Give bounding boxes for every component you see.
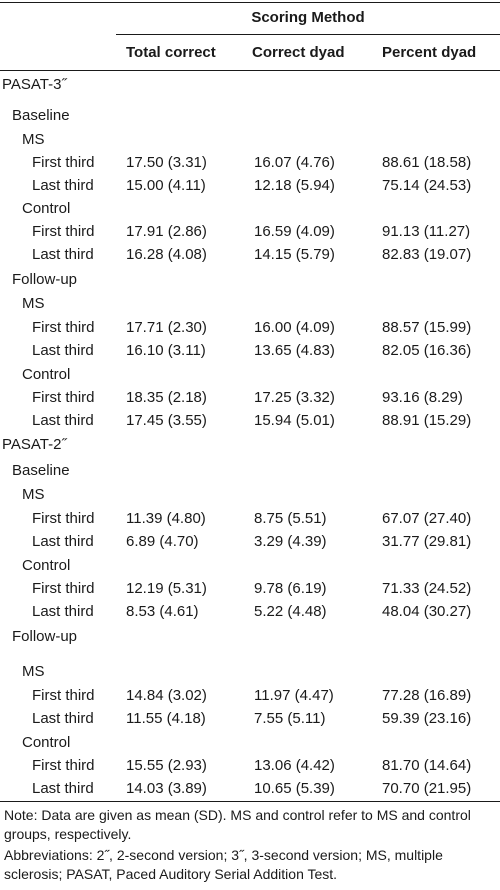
table-cell: 10.65 (5.39) <box>254 780 335 797</box>
table-cell: 13.65 (4.83) <box>254 342 335 359</box>
table-cell: 17.50 (3.31) <box>126 154 207 171</box>
group-label: Control <box>22 557 71 574</box>
group-label: Control <box>22 200 71 217</box>
group-label: MS <box>22 295 45 312</box>
table-cell: 81.70 (14.64) <box>382 757 472 774</box>
group-label: Baseline <box>12 462 70 479</box>
table-cell: 17.45 (3.55) <box>126 412 207 429</box>
table-cell: 14.15 (5.79) <box>254 246 335 263</box>
spanner-rule <box>116 34 500 35</box>
header-rule <box>0 70 500 71</box>
row-label: First third <box>32 510 95 527</box>
table-cell: 7.55 (5.11) <box>254 710 326 727</box>
row-label: First third <box>32 580 95 597</box>
group-label: Control <box>22 366 71 383</box>
table-cell: 67.07 (27.40) <box>382 510 472 527</box>
table-cell: 17.91 (2.86) <box>126 223 207 240</box>
table-cell: 17.71 (2.30) <box>126 319 207 336</box>
row-label: First third <box>32 687 95 704</box>
row-label: First third <box>32 154 95 171</box>
table-cell: 8.75 (5.51) <box>254 510 327 527</box>
row-label: Last third <box>32 342 94 359</box>
row-label: Last third <box>32 533 94 550</box>
table-cell: 70.70 (21.95) <box>382 780 472 797</box>
table-cell: 82.05 (16.36) <box>382 342 472 359</box>
table-cell: 8.53 (4.61) <box>126 603 199 620</box>
scoring-method-header: Scoring Method <box>251 9 365 26</box>
row-label: Last third <box>32 710 94 727</box>
table-cell: 88.91 (15.29) <box>382 412 472 429</box>
bottom-rule <box>0 801 500 802</box>
column-header-total-correct: Total correct <box>126 44 216 61</box>
group-label: PASAT-2˝ <box>2 436 67 453</box>
table-cell: 48.04 (30.27) <box>382 603 472 620</box>
table-cell: 18.35 (2.18) <box>126 389 207 406</box>
table-cell: 16.28 (4.08) <box>126 246 207 263</box>
table-cell: 16.10 (3.11) <box>126 342 206 359</box>
table-cell: 14.03 (3.89) <box>126 780 207 797</box>
group-label: Control <box>22 734 71 751</box>
row-label: First third <box>32 389 95 406</box>
table-note: Note: Data are given as mean (SD). MS an… <box>4 807 471 842</box>
table-cell: 6.89 (4.70) <box>126 533 199 550</box>
group-label: Follow-up <box>12 271 78 288</box>
table-cell: 17.25 (3.32) <box>254 389 335 406</box>
group-label: Follow-up <box>12 628 78 645</box>
table-cell: 9.78 (6.19) <box>254 580 327 597</box>
table-cell: 11.97 (4.47) <box>254 687 334 704</box>
table-cell: 14.84 (3.02) <box>126 687 207 704</box>
table-cell: 11.39 (4.80) <box>126 510 206 527</box>
row-label: Last third <box>32 177 94 194</box>
table-cell: 16.59 (4.09) <box>254 223 335 240</box>
table-cell: 77.28 (16.89) <box>382 687 472 704</box>
table-abbreviations: Abbreviations: 2˝, 2-second version; 3˝,… <box>4 847 443 882</box>
group-label: PASAT-3˝ <box>2 76 67 93</box>
table-cell: 15.55 (2.93) <box>126 757 207 774</box>
table-cell: 16.00 (4.09) <box>254 319 335 336</box>
row-label: Last third <box>32 603 94 620</box>
table-cell: 59.39 (23.16) <box>382 710 472 727</box>
table-cell: 88.61 (18.58) <box>382 154 472 171</box>
table-cell: 12.19 (5.31) <box>126 580 207 597</box>
table-cell: 75.14 (24.53) <box>382 177 472 194</box>
table-cell: 71.33 (24.52) <box>382 580 472 597</box>
group-label: MS <box>22 663 45 680</box>
table-cell: 11.55 (4.18) <box>126 710 206 727</box>
group-label: Baseline <box>12 107 70 124</box>
table-cell: 88.57 (15.99) <box>382 319 472 336</box>
column-header-percent-dyad: Percent dyad <box>382 44 477 61</box>
table-cell: 13.06 (4.42) <box>254 757 335 774</box>
group-label: MS <box>22 486 45 503</box>
row-label: Last third <box>32 246 94 263</box>
row-label: Last third <box>32 412 94 429</box>
table-cell: 91.13 (11.27) <box>382 223 471 240</box>
column-header-correct-dyad: Correct dyad <box>252 44 345 61</box>
row-label: First third <box>32 757 95 774</box>
table-cell: 12.18 (5.94) <box>254 177 335 194</box>
table-cell: 93.16 (8.29) <box>382 389 463 406</box>
top-rule <box>0 2 500 3</box>
table-cell: 15.00 (4.11) <box>126 177 206 194</box>
table-cell: 16.07 (4.76) <box>254 154 335 171</box>
table-cell: 82.83 (19.07) <box>382 246 472 263</box>
table-cell: 31.77 (29.81) <box>382 533 472 550</box>
table-cell: 3.29 (4.39) <box>254 533 327 550</box>
group-label: MS <box>22 131 45 148</box>
table-cell: 15.94 (5.01) <box>254 412 335 429</box>
row-label: First third <box>32 319 95 336</box>
table-cell: 5.22 (4.48) <box>254 603 327 620</box>
row-label: First third <box>32 223 95 240</box>
row-label: Last third <box>32 780 94 797</box>
